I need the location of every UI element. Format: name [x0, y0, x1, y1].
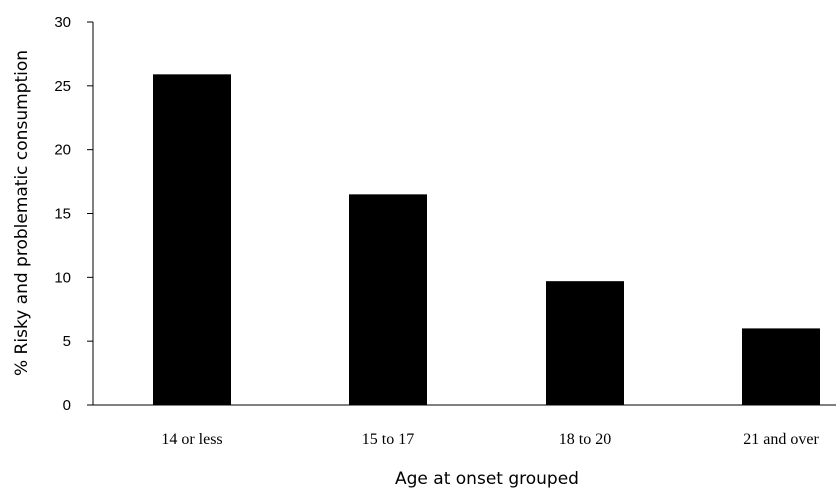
x-tick-label: 15 to 17 — [362, 431, 414, 448]
bar — [349, 194, 427, 405]
x-tick-label: 21 and over — [743, 431, 819, 448]
y-tick-label: 0 — [63, 397, 71, 414]
y-tick-label: 20 — [54, 142, 71, 159]
y-tick-label: 5 — [63, 333, 71, 350]
y-tick-label: 15 — [54, 206, 71, 223]
y-tick-label: 10 — [54, 269, 71, 286]
x-tick-label: 18 to 20 — [559, 431, 611, 448]
bar — [742, 328, 820, 405]
y-axis-ticks: 0 5 10 15 20 25 30 — [54, 14, 93, 414]
x-axis-title: Age at onset grouped — [395, 469, 579, 489]
x-axis-tick-labels: 14 or less 15 to 17 18 to 20 21 and over — [161, 431, 819, 448]
bars — [153, 74, 820, 406]
y-tick-label: 25 — [54, 78, 71, 95]
y-axis-title: % Risky and problematic consumption — [12, 50, 32, 376]
bar — [546, 281, 624, 405]
x-tick-label: 14 or less — [161, 431, 222, 448]
bar — [153, 74, 231, 406]
y-tick-label: 30 — [54, 14, 71, 31]
